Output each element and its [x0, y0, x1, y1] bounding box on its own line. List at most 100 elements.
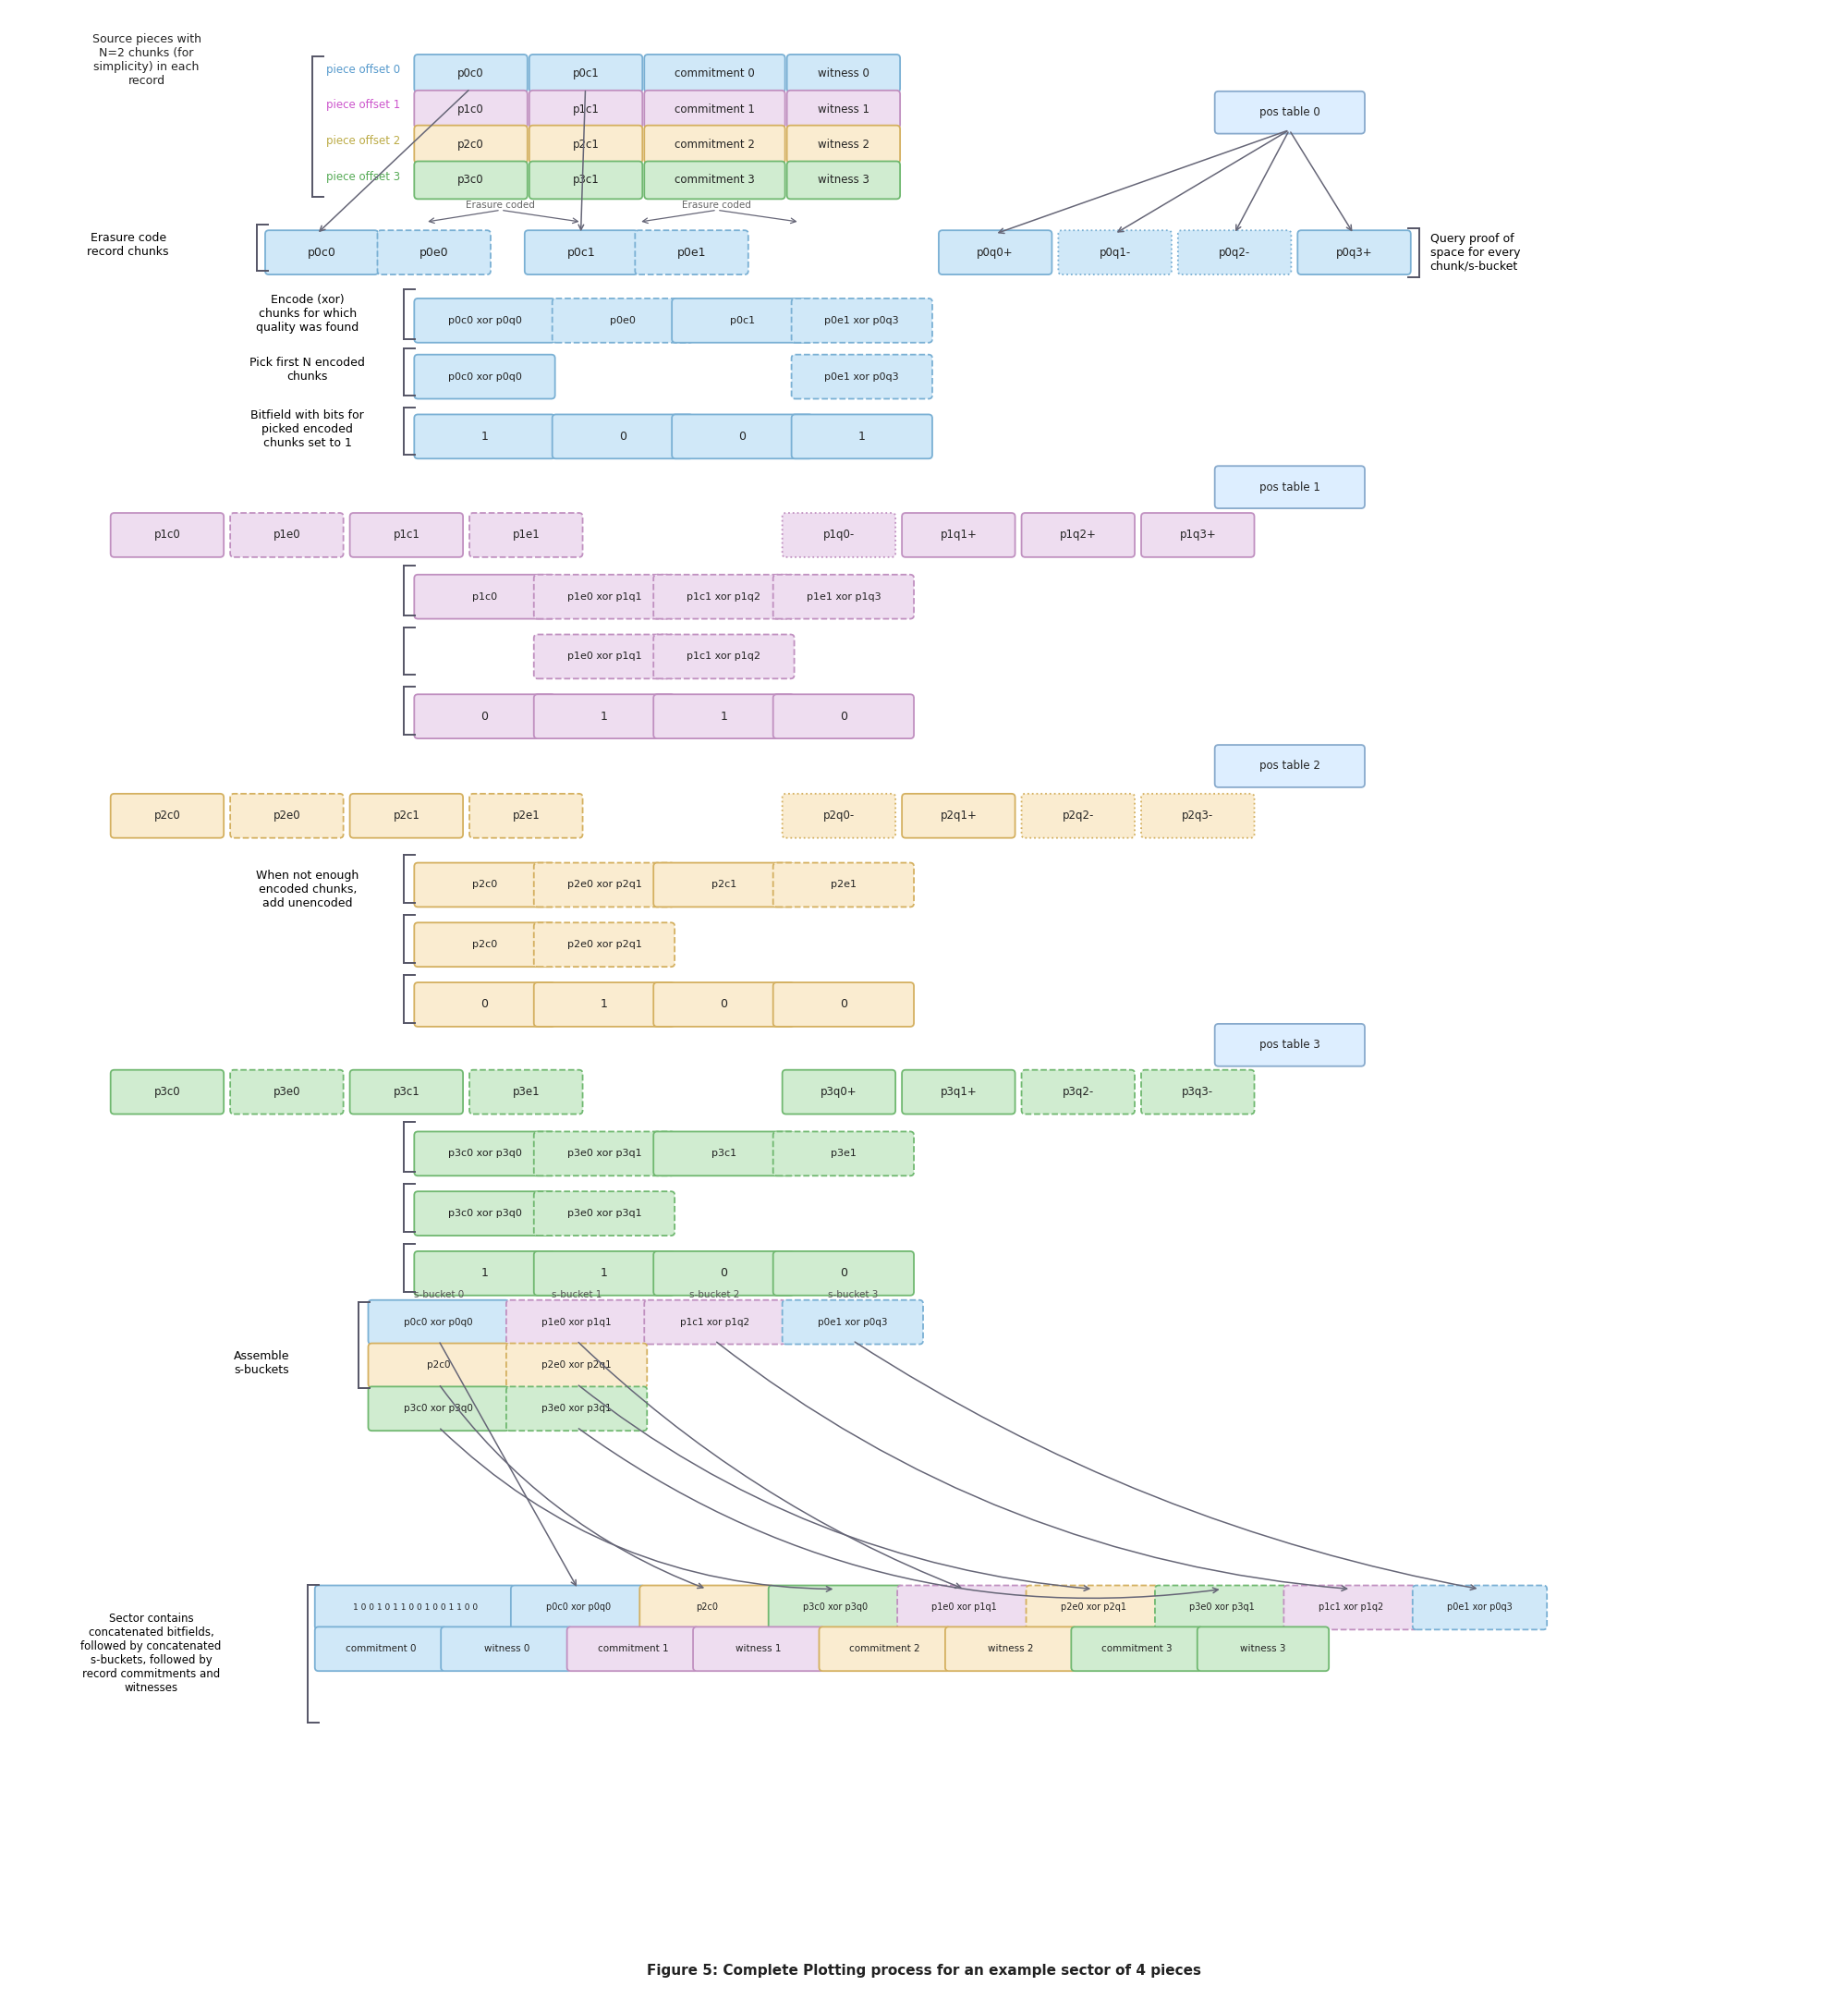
Text: p2e1: p2e1 [830, 881, 856, 889]
Text: 0: 0 [619, 430, 626, 442]
FancyBboxPatch shape [787, 54, 900, 92]
Text: piece offset 2: piece offset 2 [325, 136, 399, 148]
FancyBboxPatch shape [654, 983, 795, 1027]
FancyBboxPatch shape [414, 923, 554, 967]
FancyBboxPatch shape [772, 1251, 915, 1295]
FancyBboxPatch shape [414, 1251, 554, 1295]
FancyBboxPatch shape [510, 1584, 645, 1630]
Text: 0: 0 [839, 1267, 846, 1279]
Text: s-bucket 0: s-bucket 0 [414, 1291, 464, 1299]
FancyBboxPatch shape [645, 126, 785, 164]
FancyBboxPatch shape [1214, 1023, 1366, 1067]
Text: p0e0: p0e0 [419, 246, 449, 258]
FancyBboxPatch shape [772, 1131, 915, 1175]
Text: Encode (xor)
chunks for which
quality was found: Encode (xor) chunks for which quality wa… [257, 294, 359, 334]
FancyBboxPatch shape [787, 126, 900, 164]
Text: piece offset 0: piece offset 0 [325, 64, 399, 76]
FancyBboxPatch shape [506, 1343, 647, 1387]
FancyBboxPatch shape [1142, 513, 1255, 557]
FancyBboxPatch shape [506, 1387, 647, 1431]
Text: piece offset 3: piece offset 3 [325, 172, 399, 184]
FancyBboxPatch shape [442, 1626, 573, 1670]
Text: p0c0 xor p0q0: p0c0 xor p0q0 [447, 316, 521, 326]
FancyBboxPatch shape [529, 162, 643, 200]
Text: Erasure coded: Erasure coded [682, 202, 752, 210]
FancyBboxPatch shape [772, 863, 915, 907]
Text: 1: 1 [857, 430, 865, 442]
Text: commitment 3: commitment 3 [1101, 1644, 1172, 1654]
Text: 1: 1 [601, 711, 608, 723]
Text: commitment 3: commitment 3 [675, 174, 754, 186]
FancyBboxPatch shape [534, 983, 675, 1027]
Text: p1c1 xor p1q2: p1c1 xor p1q2 [687, 651, 761, 661]
Text: p1c1 xor p1q2: p1c1 xor p1q2 [680, 1317, 750, 1327]
Text: p0c1: p0c1 [567, 246, 595, 258]
FancyBboxPatch shape [534, 575, 675, 619]
Text: p0q0+: p0q0+ [978, 246, 1013, 258]
Text: p2q3-: p2q3- [1183, 809, 1214, 821]
FancyBboxPatch shape [111, 513, 224, 557]
Text: p2c0: p2c0 [153, 809, 181, 821]
FancyBboxPatch shape [314, 1584, 516, 1630]
Text: p1c1: p1c1 [394, 529, 419, 541]
FancyBboxPatch shape [264, 230, 379, 274]
Text: 0: 0 [721, 999, 728, 1011]
Text: p2c0: p2c0 [471, 881, 497, 889]
Text: p2c1: p2c1 [394, 809, 419, 821]
FancyBboxPatch shape [1214, 466, 1366, 507]
Text: 1: 1 [721, 711, 728, 723]
FancyBboxPatch shape [414, 90, 527, 128]
FancyBboxPatch shape [1297, 230, 1410, 274]
FancyBboxPatch shape [231, 1069, 344, 1115]
FancyBboxPatch shape [414, 983, 554, 1027]
Text: witness 0: witness 0 [817, 68, 869, 80]
FancyBboxPatch shape [414, 126, 527, 164]
Text: p2c0: p2c0 [695, 1602, 717, 1612]
FancyBboxPatch shape [414, 414, 554, 460]
Text: p0c0: p0c0 [458, 68, 484, 80]
Text: p3c1: p3c1 [394, 1087, 419, 1099]
Text: p0c1: p0c1 [573, 68, 599, 80]
Text: witness 3: witness 3 [1240, 1644, 1286, 1654]
FancyBboxPatch shape [314, 1626, 447, 1670]
Text: p1q2+: p1q2+ [1059, 529, 1096, 541]
Text: Figure 5: Complete Plotting process for an example sector of 4 pieces: Figure 5: Complete Plotting process for … [647, 1964, 1201, 1978]
Text: p2e0: p2e0 [274, 809, 301, 821]
Text: Bitfield with bits for
picked encoded
chunks set to 1: Bitfield with bits for picked encoded ch… [251, 410, 364, 450]
Text: commitment 0: commitment 0 [675, 68, 754, 80]
Text: 1 0 0 1 0 1 1 0 0 1 0 0 1 1 0 0: 1 0 0 1 0 1 1 0 0 1 0 0 1 1 0 0 [353, 1602, 477, 1612]
Text: p3q1+: p3q1+ [941, 1087, 978, 1099]
Text: s-bucket 2: s-bucket 2 [689, 1291, 739, 1299]
Text: p2c0: p2c0 [471, 941, 497, 949]
Text: 0: 0 [480, 711, 488, 723]
Text: p1c0: p1c0 [458, 104, 484, 116]
Text: p1c0: p1c0 [471, 591, 497, 601]
FancyBboxPatch shape [529, 90, 643, 128]
FancyBboxPatch shape [782, 1069, 896, 1115]
Text: p0e1 xor p0q3: p0e1 xor p0q3 [824, 316, 900, 326]
Text: witness 1: witness 1 [817, 104, 869, 116]
Text: p2e0 xor p2q1: p2e0 xor p2q1 [1061, 1602, 1125, 1612]
Text: p1c1 xor p1q2: p1c1 xor p1q2 [687, 591, 761, 601]
FancyBboxPatch shape [1155, 1584, 1290, 1630]
FancyBboxPatch shape [898, 1584, 1031, 1630]
FancyBboxPatch shape [111, 1069, 224, 1115]
Text: 1: 1 [480, 430, 488, 442]
Text: commitment 2: commitment 2 [675, 138, 754, 150]
FancyBboxPatch shape [636, 230, 748, 274]
Text: Erasure code
record chunks: Erasure code record chunks [87, 232, 168, 258]
Text: p2q1+: p2q1+ [941, 809, 978, 821]
Text: p0e0: p0e0 [610, 316, 636, 326]
FancyBboxPatch shape [414, 1191, 554, 1235]
Text: witness 3: witness 3 [817, 174, 869, 186]
FancyBboxPatch shape [782, 793, 896, 837]
Text: p0e1 xor p0q3: p0e1 xor p0q3 [1447, 1602, 1512, 1612]
FancyBboxPatch shape [553, 414, 693, 460]
FancyBboxPatch shape [654, 1131, 795, 1175]
FancyBboxPatch shape [654, 863, 795, 907]
FancyBboxPatch shape [645, 90, 785, 128]
FancyBboxPatch shape [693, 1626, 824, 1670]
FancyBboxPatch shape [645, 162, 785, 200]
Text: p0e1: p0e1 [676, 246, 706, 258]
FancyBboxPatch shape [787, 90, 900, 128]
